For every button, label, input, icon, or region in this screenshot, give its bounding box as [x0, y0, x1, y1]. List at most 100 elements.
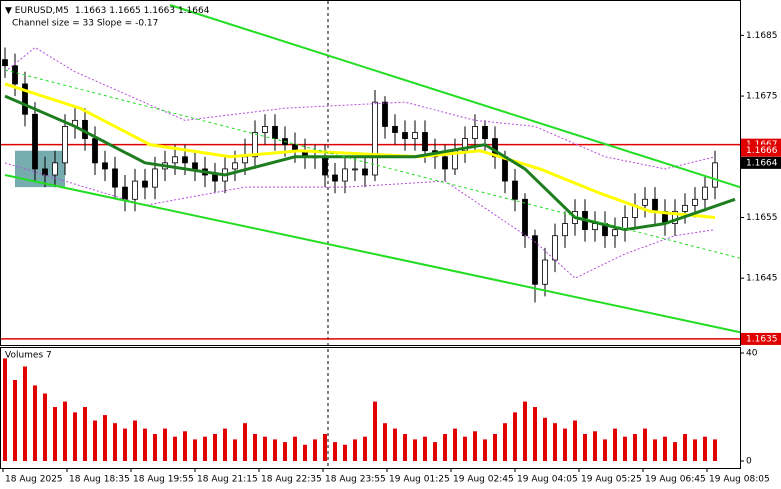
- candle-body: [542, 259, 548, 285]
- candle-body: [682, 204, 688, 212]
- volume-bar: [613, 428, 617, 461]
- volume-bar: [173, 436, 177, 461]
- volume-bar: [193, 439, 197, 461]
- volume-bar: [233, 439, 237, 461]
- indicator-line: [4, 162, 716, 279]
- volume-bar: [323, 434, 327, 461]
- volume-bar: [373, 401, 377, 461]
- candle-body: [252, 132, 258, 158]
- volume-bar: [73, 412, 77, 461]
- volume-bar: [113, 423, 117, 461]
- volume-bar: [633, 434, 637, 461]
- x-tick-label: 18 Aug 19:55: [133, 475, 194, 485]
- candle-body: [552, 235, 558, 261]
- candle-body: [382, 101, 388, 127]
- volume-bar: [313, 439, 317, 461]
- volume-bar: [463, 436, 467, 461]
- volume-bar: [33, 385, 37, 461]
- candle-body: [522, 198, 528, 237]
- volume-bar: [513, 412, 517, 461]
- volume-bar: [63, 401, 67, 461]
- header: ▼ EURUSD,M5 1.1663 1.1665 1.1663 1.1664: [5, 6, 210, 16]
- volume-bar: [443, 434, 447, 461]
- price-label: 1.1664: [746, 158, 778, 168]
- volume-bar: [283, 442, 287, 461]
- candle-body: [42, 168, 48, 176]
- candle-body: [12, 65, 18, 85]
- y-tick-label: 1.1645: [746, 274, 778, 284]
- volume-bar: [183, 431, 187, 461]
- candle-body: [322, 156, 328, 176]
- channel-info: Channel size = 33 Slope = -0.17: [12, 19, 158, 29]
- volume-bar: [693, 439, 697, 461]
- indicator-line: [169, 4, 741, 189]
- price-label: 1.1666: [746, 146, 778, 156]
- volume-bar: [303, 444, 307, 461]
- volume-bar: [203, 436, 207, 461]
- x-tick-label: 18 Aug 18:35: [69, 475, 130, 485]
- volume-bar: [163, 428, 167, 461]
- volume-bar: [563, 428, 567, 461]
- volume-bar: [573, 420, 577, 461]
- candle-body: [692, 198, 698, 206]
- volume-bar: [353, 439, 357, 461]
- candle-body: [62, 126, 68, 164]
- volume-bar: [253, 434, 257, 461]
- x-tick-label: 18 Aug 21:15: [197, 475, 258, 485]
- volume-bar: [503, 423, 507, 461]
- volume-bar: [453, 428, 457, 461]
- candle-body: [22, 83, 28, 115]
- candle-body: [232, 162, 238, 170]
- indicator-line: [4, 69, 741, 259]
- volume-bar: [143, 428, 147, 461]
- volume-bar: [123, 428, 127, 461]
- candle-body: [612, 229, 618, 237]
- volume-bar: [273, 439, 277, 461]
- candle-body: [642, 198, 648, 206]
- candle-body: [352, 168, 358, 171]
- y-tick-label: 1.1685: [746, 31, 778, 41]
- y-tick-label: 1.1655: [746, 213, 778, 223]
- candle-body: [272, 126, 278, 139]
- volume-panel: [0, 347, 741, 469]
- volume-bar: [293, 436, 297, 461]
- candle-body: [362, 168, 368, 176]
- x-tick-label: 19 Aug 02:45: [453, 475, 514, 485]
- x-tick-label: 18 Aug 22:35: [261, 475, 322, 485]
- candle-body: [392, 126, 398, 133]
- indicator-line: [4, 94, 736, 232]
- candle-body: [422, 132, 428, 152]
- candle-body: [672, 211, 678, 224]
- candle-body: [702, 186, 708, 200]
- candle-body: [712, 162, 718, 188]
- volume-bar: [523, 401, 527, 461]
- x-tick-label: 19 Aug 04:05: [517, 475, 578, 485]
- volume-bar: [103, 415, 107, 461]
- candle-body: [532, 235, 538, 285]
- volume-bar: [493, 434, 497, 461]
- candle-body: [652, 198, 658, 212]
- volume-bar: [343, 444, 347, 461]
- volume-bar: [263, 436, 267, 461]
- volume-bar: [603, 439, 607, 461]
- volume-bar: [473, 431, 477, 461]
- volume-bar: [653, 439, 657, 461]
- candle-body: [192, 162, 198, 170]
- volume-bar: [3, 358, 7, 461]
- x-tick-label: 19 Aug 06:45: [645, 475, 706, 485]
- x-tick-label: 19 Aug 01:25: [389, 475, 450, 485]
- volume-bar: [223, 428, 227, 461]
- volume-bar: [423, 436, 427, 461]
- candle-body: [512, 180, 518, 200]
- candle-body: [412, 132, 418, 139]
- volume-bar: [683, 434, 687, 461]
- candle-body: [102, 162, 108, 170]
- volume-bar: [333, 442, 337, 461]
- indicator-line: [4, 46, 716, 170]
- volume-bar: [213, 434, 217, 461]
- volume-bar: [393, 428, 397, 461]
- candle-body: [402, 132, 408, 139]
- candle-body: [112, 168, 118, 188]
- volume-bar: [673, 442, 677, 461]
